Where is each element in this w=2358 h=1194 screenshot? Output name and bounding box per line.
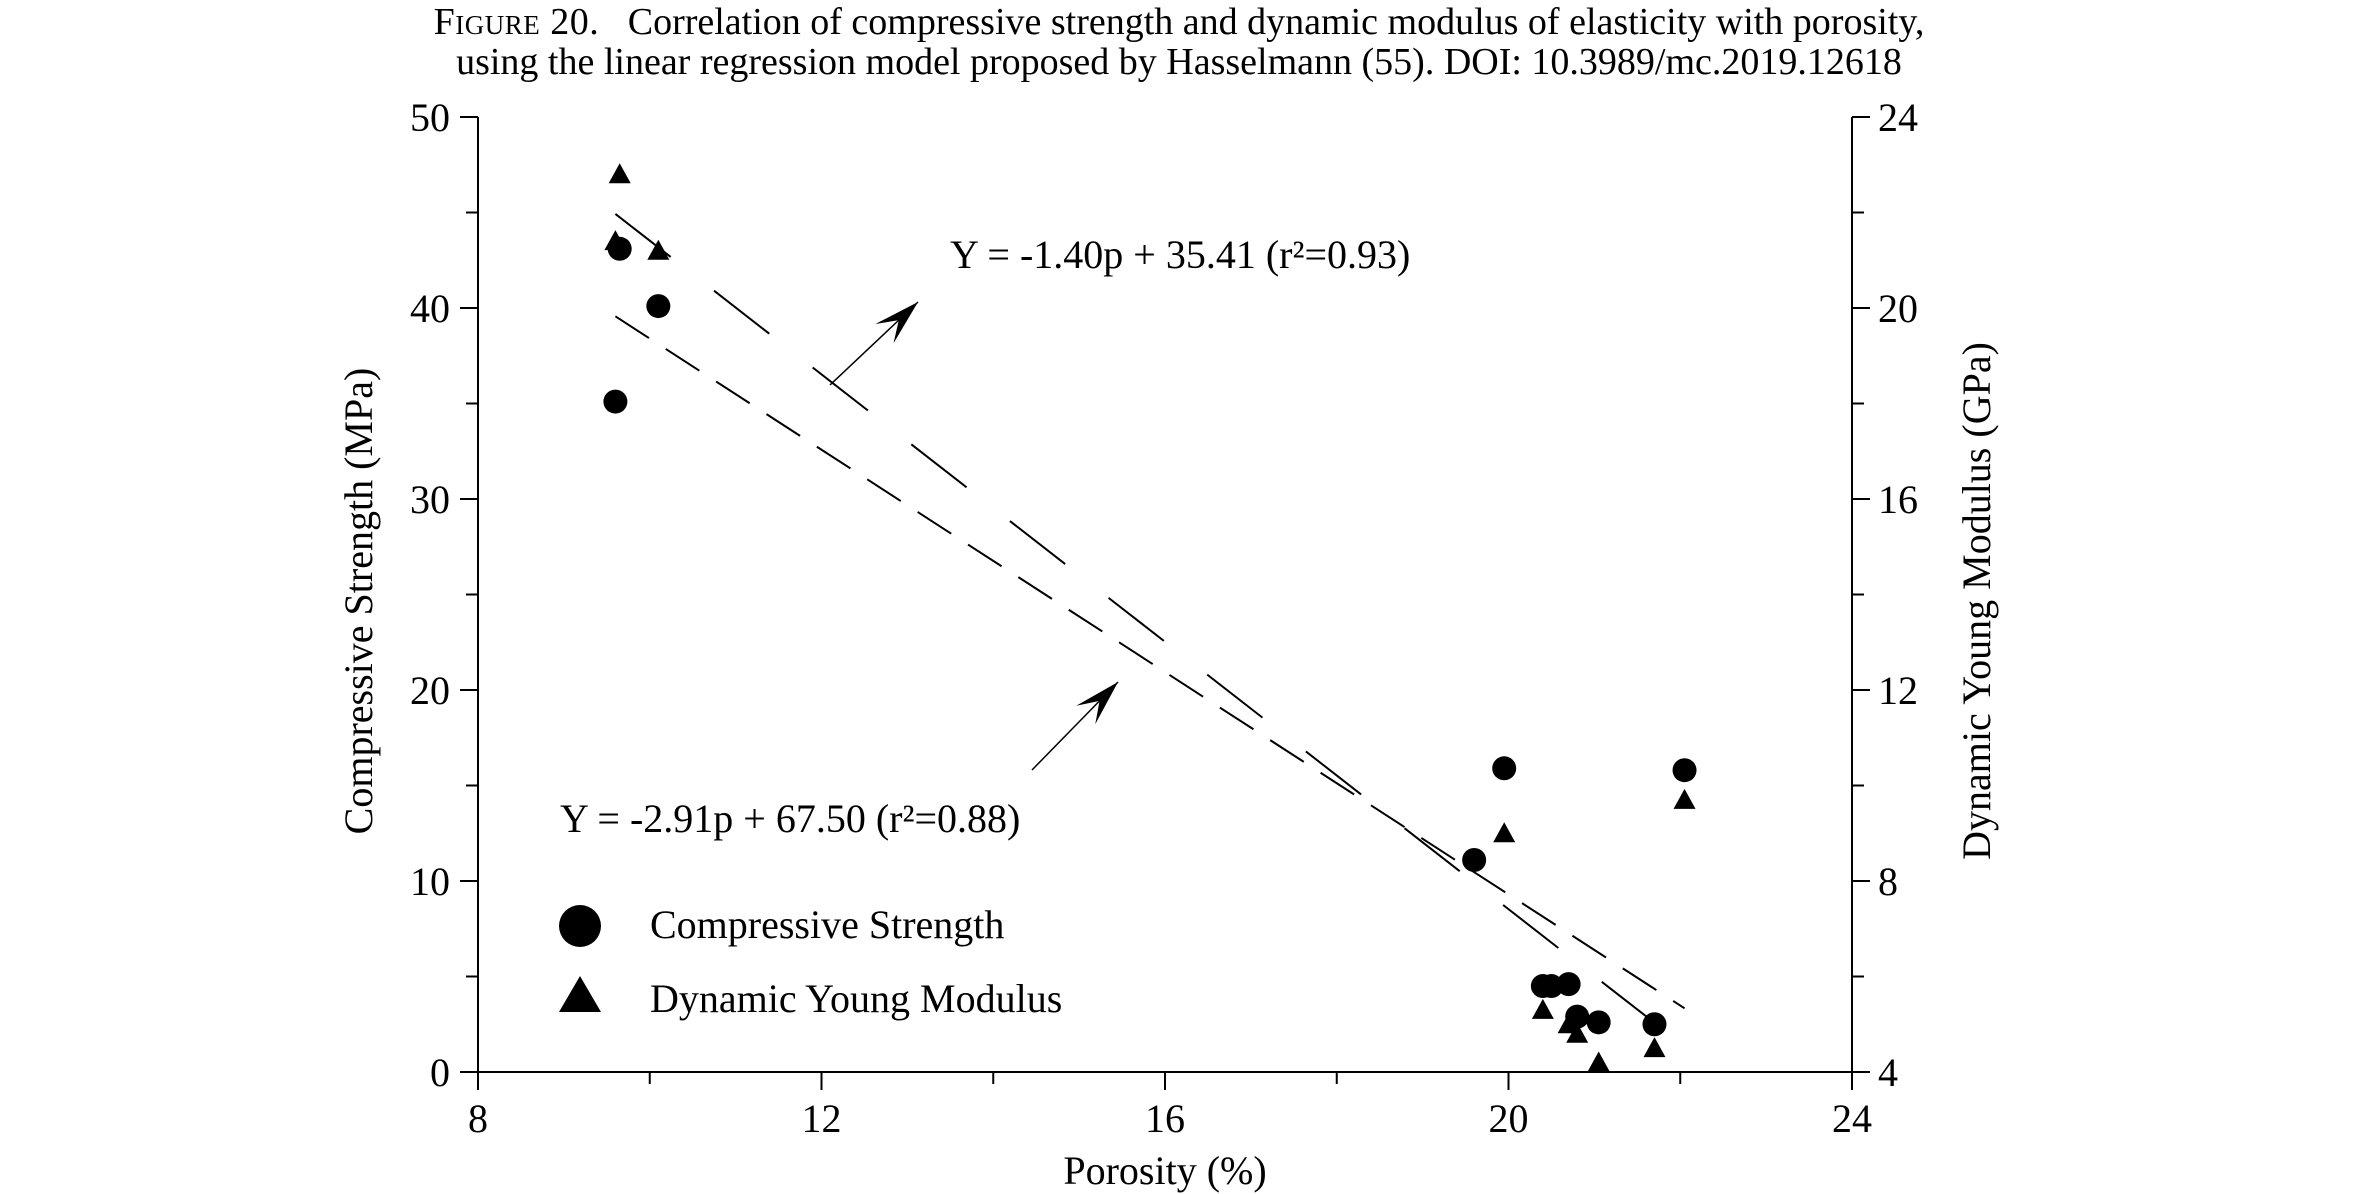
figure-caption: Figure 20. Correlation of compressive st… xyxy=(0,2,2358,82)
modulus-point xyxy=(1566,1022,1589,1043)
y2-tick-label: 16 xyxy=(1878,477,1918,522)
y2-tick-label: 4 xyxy=(1878,1050,1898,1095)
modulus-point xyxy=(604,230,627,251)
y-axis-label: Compressive Strength (MPa) xyxy=(336,368,381,835)
modulus-point xyxy=(608,163,631,184)
x-tick-label: 8 xyxy=(468,1096,488,1141)
legend-circle-marker xyxy=(559,905,601,947)
modulus-point xyxy=(1493,822,1516,843)
y2-axis-label: Dynamic Young Modulus (GPa) xyxy=(1954,342,1999,860)
modulus-point xyxy=(647,239,670,260)
x-axis-label: Porosity (%) xyxy=(1063,1148,1266,1193)
legend: Compressive Strength Dynamic Young Modul… xyxy=(559,902,1062,1021)
modulus-point xyxy=(1587,1051,1610,1072)
y-tick-label: 10 xyxy=(410,859,450,904)
strength-point xyxy=(1492,756,1517,781)
legend-label-compressive-strength: Compressive Strength xyxy=(650,902,1004,947)
caption-line-2: using the linear regression model propos… xyxy=(456,41,1902,83)
regression-lines xyxy=(614,213,1686,1048)
y-tick-label: 20 xyxy=(410,668,450,713)
strength-point xyxy=(1642,1012,1667,1037)
strength-point xyxy=(646,294,671,319)
y2-tick-label: 24 xyxy=(1878,95,1918,140)
regression-line-strength xyxy=(614,315,1686,1010)
regression-label-modulus: Y = -1.40p + 35.41 (r²=0.93) xyxy=(950,232,1410,277)
caption-line-1: Figure 20. Correlation of compressive st… xyxy=(0,2,2358,42)
arrow-strength-head xyxy=(1076,682,1118,725)
caption-text-1: Correlation of compressive strength and … xyxy=(627,1,1925,43)
y-tick-label: 50 xyxy=(410,95,450,140)
y2-tick-label: 8 xyxy=(1878,859,1898,904)
modulus-point xyxy=(1673,788,1696,809)
axes: 8 12 16 20 24 0 10 20 30 40 50 4 8 12 16 20 24 xyxy=(410,95,1918,1141)
strength-point xyxy=(1462,847,1487,872)
y2-tick-label: 20 xyxy=(1878,286,1918,331)
regression-line-modulus xyxy=(614,213,1686,1048)
strength-point xyxy=(1672,758,1697,783)
x-tick-label: 24 xyxy=(1832,1096,1872,1141)
annotations: Y = -1.40p + 35.41 (r²=0.93) Y = -2.91p … xyxy=(560,232,1410,841)
y-tick-label: 30 xyxy=(410,477,450,522)
y2-tick-label: 12 xyxy=(1878,668,1918,713)
x-tick-label: 12 xyxy=(802,1096,842,1141)
strength-point xyxy=(1556,972,1581,997)
data-points xyxy=(603,163,1697,1072)
x-tick-label: 20 xyxy=(1489,1096,1529,1141)
arrow-modulus-head xyxy=(875,302,918,344)
x-tick-label: 16 xyxy=(1145,1096,1185,1141)
y-tick-label: 0 xyxy=(430,1050,450,1095)
legend-triangle-marker xyxy=(559,976,601,1012)
strength-point xyxy=(603,389,628,414)
modulus-point xyxy=(1531,998,1554,1019)
modulus-point xyxy=(1643,1037,1666,1058)
regression-label-strength: Y = -2.91p + 67.50 (r²=0.88) xyxy=(560,796,1020,841)
modulus-point xyxy=(1557,1013,1580,1034)
strength-point xyxy=(1586,1010,1611,1035)
figure-label: Figure 20. xyxy=(433,1,600,43)
y-tick-label: 40 xyxy=(410,286,450,331)
legend-label-dynamic-young-modulus: Dynamic Young Modulus xyxy=(650,976,1062,1021)
